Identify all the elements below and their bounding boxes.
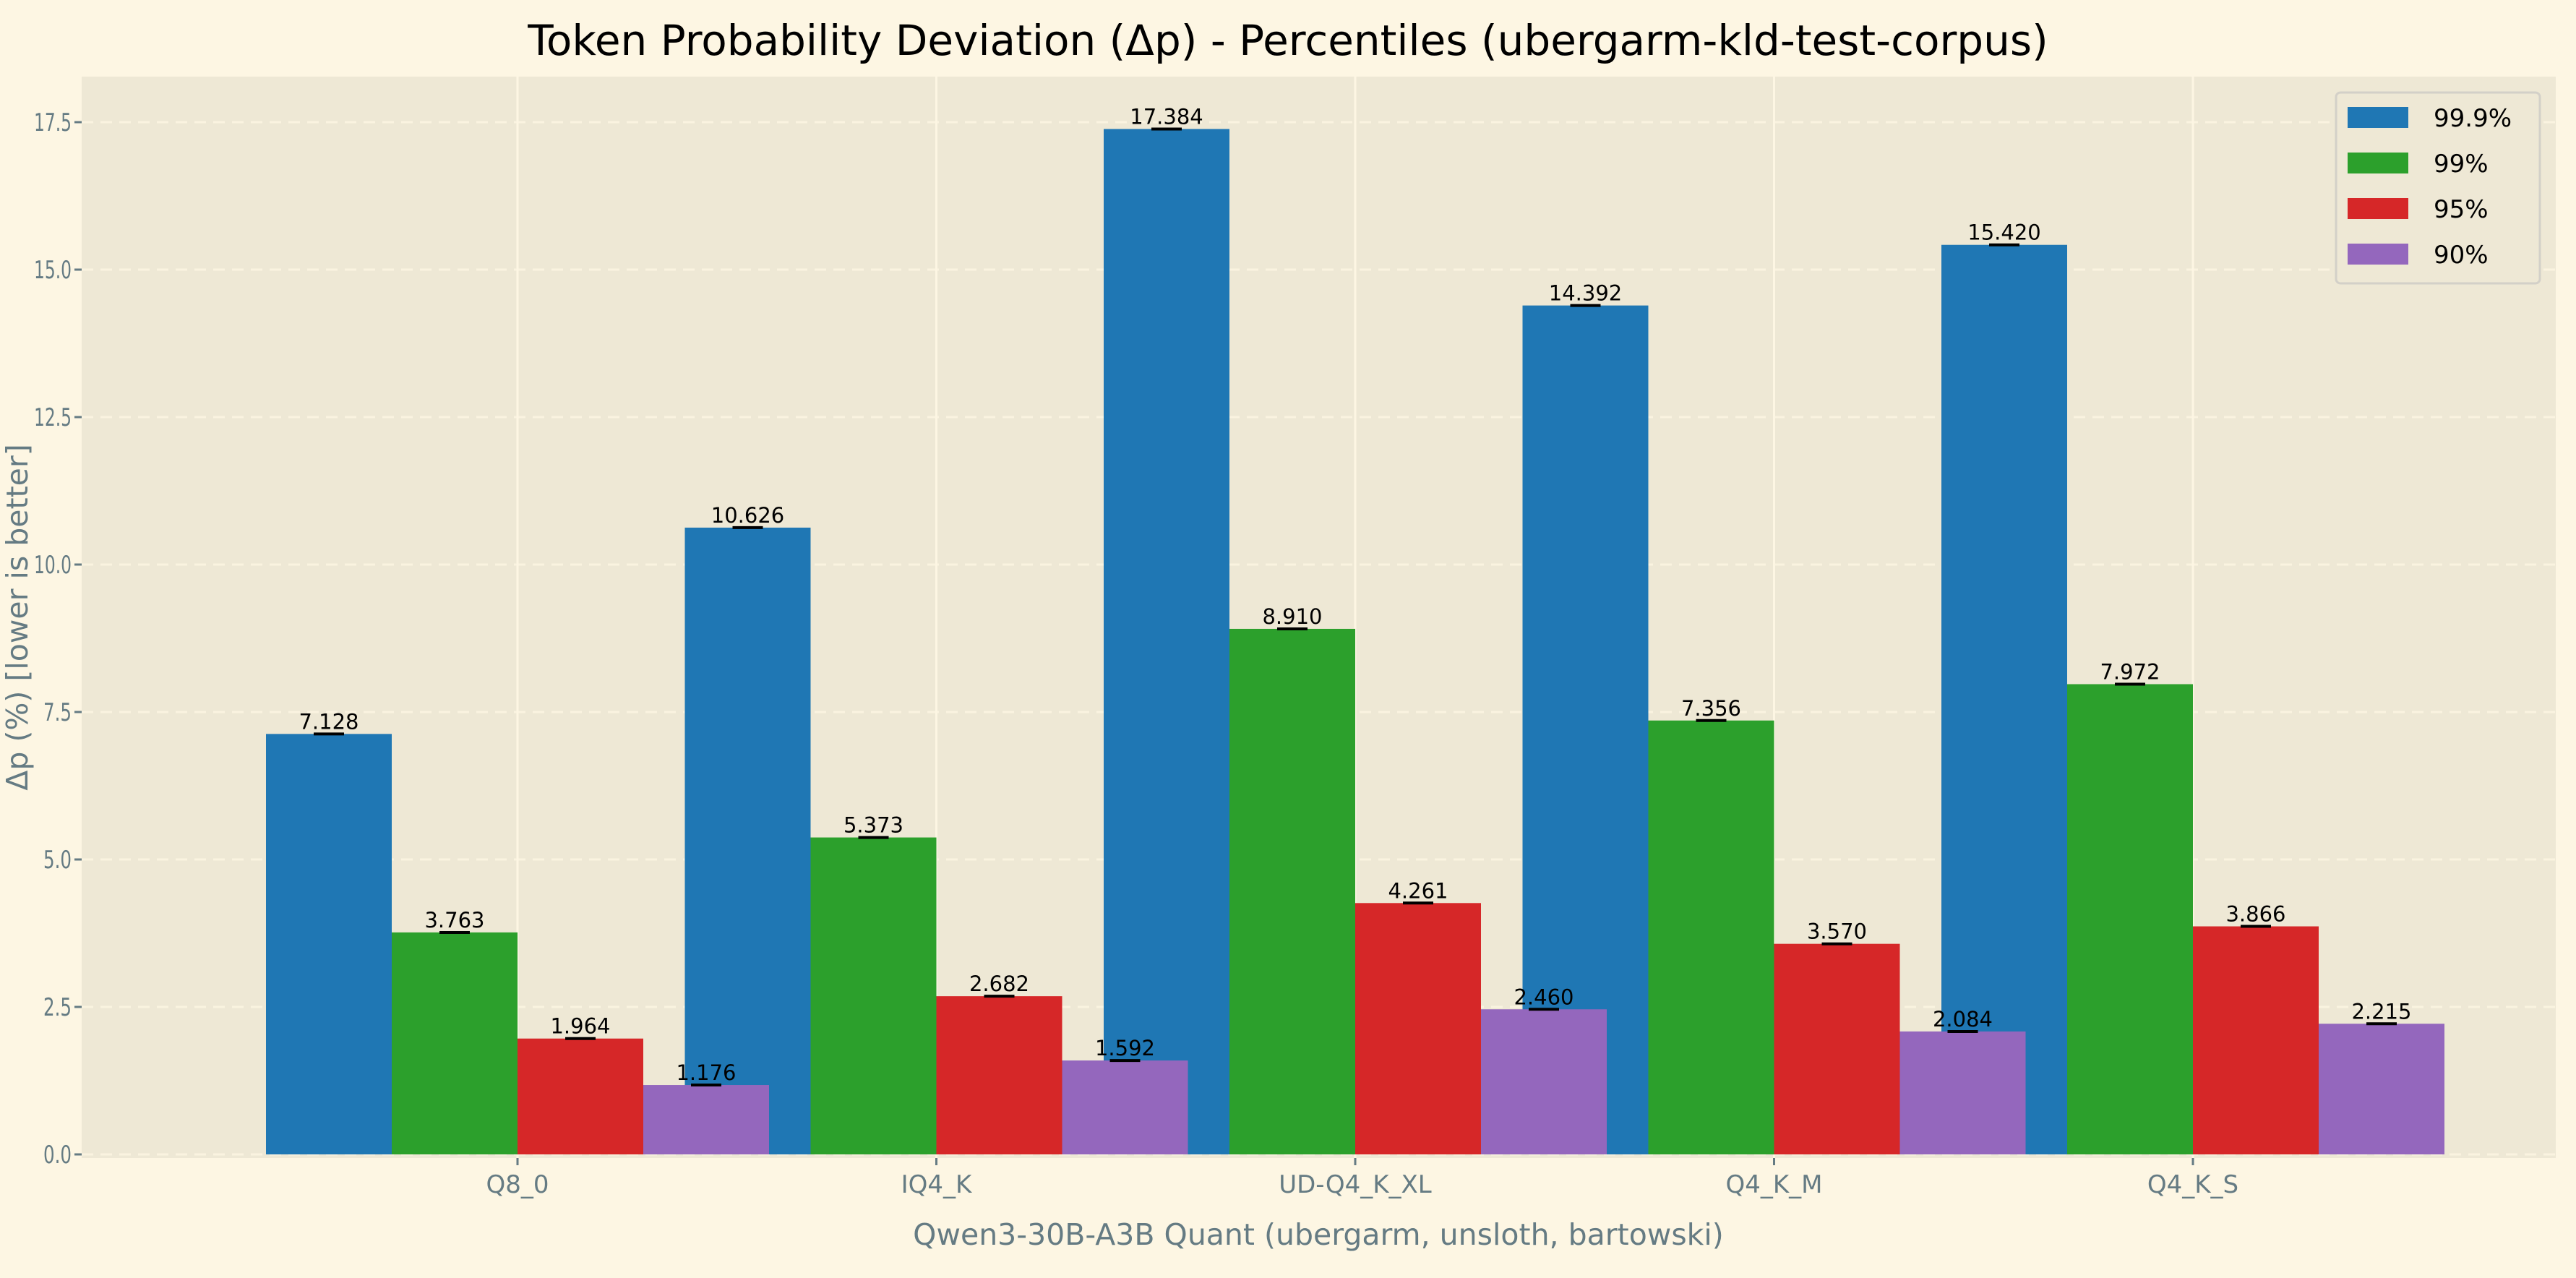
bar-value-label: 3.570 bbox=[1807, 919, 1867, 944]
legend-label: 90% bbox=[2434, 241, 2489, 270]
legend: 99.9% 99% 95% 90% bbox=[2335, 91, 2541, 285]
bar bbox=[1481, 1009, 1607, 1154]
bar-value-label: 2.682 bbox=[969, 972, 1029, 996]
chart-title: Token Probability Deviation (Δp) - Perce… bbox=[527, 16, 2048, 65]
legend-swatch bbox=[2348, 107, 2408, 128]
bar bbox=[1774, 943, 1900, 1154]
bar bbox=[810, 837, 937, 1154]
bar bbox=[518, 1038, 643, 1154]
bar-value-label: 7.972 bbox=[2100, 659, 2160, 684]
bar-value-label: 4.261 bbox=[1388, 878, 1448, 903]
bar bbox=[2067, 684, 2193, 1154]
y-tick-label: 5.0 bbox=[43, 846, 72, 875]
legend-swatch bbox=[2348, 198, 2408, 219]
y-axis-label: Δp (%) [lower is better] bbox=[0, 444, 35, 790]
y-tick-label: 17.5 bbox=[34, 108, 72, 137]
x-axis-ticks: Q8_0 IQ4_K UD-Q4_K_XL Q4_K_M Q4_K_S bbox=[486, 1158, 2238, 1199]
bar-value-label: 1.592 bbox=[1095, 1036, 1155, 1060]
bar bbox=[936, 996, 1062, 1154]
y-tick-label: 15.0 bbox=[34, 256, 72, 285]
legend-box bbox=[2335, 91, 2541, 285]
bar-value-label: 1.964 bbox=[550, 1014, 610, 1039]
bar bbox=[1104, 129, 1229, 1155]
bar-value-label: 14.392 bbox=[1549, 281, 1622, 306]
bar-value-label: 8.910 bbox=[1262, 604, 1322, 629]
x-tick-label: IQ4_K bbox=[901, 1170, 973, 1199]
bar bbox=[684, 527, 811, 1154]
bar-value-label: 2.215 bbox=[2351, 999, 2411, 1024]
bar bbox=[1062, 1060, 1188, 1154]
y-tick-label: 2.5 bbox=[43, 993, 72, 1022]
bar-value-label: 3.866 bbox=[2225, 902, 2285, 927]
legend-swatch bbox=[2348, 244, 2408, 265]
legend-label: 95% bbox=[2434, 195, 2489, 224]
bar bbox=[1355, 903, 1481, 1154]
bar-value-label: 10.626 bbox=[711, 503, 784, 528]
legend-label: 99% bbox=[2434, 150, 2489, 179]
bar-value-label: 2.084 bbox=[1933, 1007, 1993, 1032]
bar bbox=[1941, 244, 2067, 1154]
bar bbox=[2193, 926, 2319, 1154]
bars: 7.128 10.626 17.384 14.392 15.420 3.763 5.373 8… bbox=[266, 104, 2444, 1155]
x-tick-label: Q4_K_S bbox=[2147, 1170, 2238, 1199]
bar bbox=[392, 932, 518, 1154]
bar bbox=[1648, 720, 1774, 1154]
legend-label: 99.9% bbox=[2434, 104, 2512, 133]
x-tick-label: UD-Q4_K_XL bbox=[1279, 1170, 1432, 1199]
x-tick-label: Q8_0 bbox=[486, 1170, 549, 1199]
x-axis-label: Qwen3-30B-A3B Quant (ubergarm, unsloth, … bbox=[913, 1217, 1724, 1252]
y-tick-label: 7.5 bbox=[43, 698, 72, 727]
y-tick-label: 0.0 bbox=[43, 1141, 72, 1170]
bar-value-label: 3.763 bbox=[424, 908, 484, 932]
bar-value-label: 2.460 bbox=[1514, 985, 1573, 1009]
legend-swatch bbox=[2348, 153, 2408, 173]
bar bbox=[643, 1085, 769, 1154]
y-axis-ticks: 0.0 2.5 5.0 7.5 10.0 12.5 15.0 17.5 bbox=[34, 108, 82, 1170]
y-tick-label: 12.5 bbox=[34, 403, 72, 432]
bar-value-label: 1.176 bbox=[676, 1060, 736, 1085]
bar-value-label: 7.128 bbox=[299, 709, 359, 734]
bar bbox=[1899, 1031, 2026, 1154]
bar bbox=[2319, 1024, 2444, 1154]
x-tick-label: Q4_K_M bbox=[1725, 1170, 1822, 1199]
bar bbox=[1229, 628, 1355, 1154]
bar bbox=[266, 734, 392, 1154]
bar-value-label: 5.373 bbox=[843, 813, 903, 838]
bar-value-label: 15.420 bbox=[1967, 220, 2040, 245]
bar-value-label: 7.356 bbox=[1681, 696, 1741, 721]
y-tick-label: 10.0 bbox=[34, 551, 72, 580]
bar-value-label: 17.384 bbox=[1130, 104, 1203, 129]
